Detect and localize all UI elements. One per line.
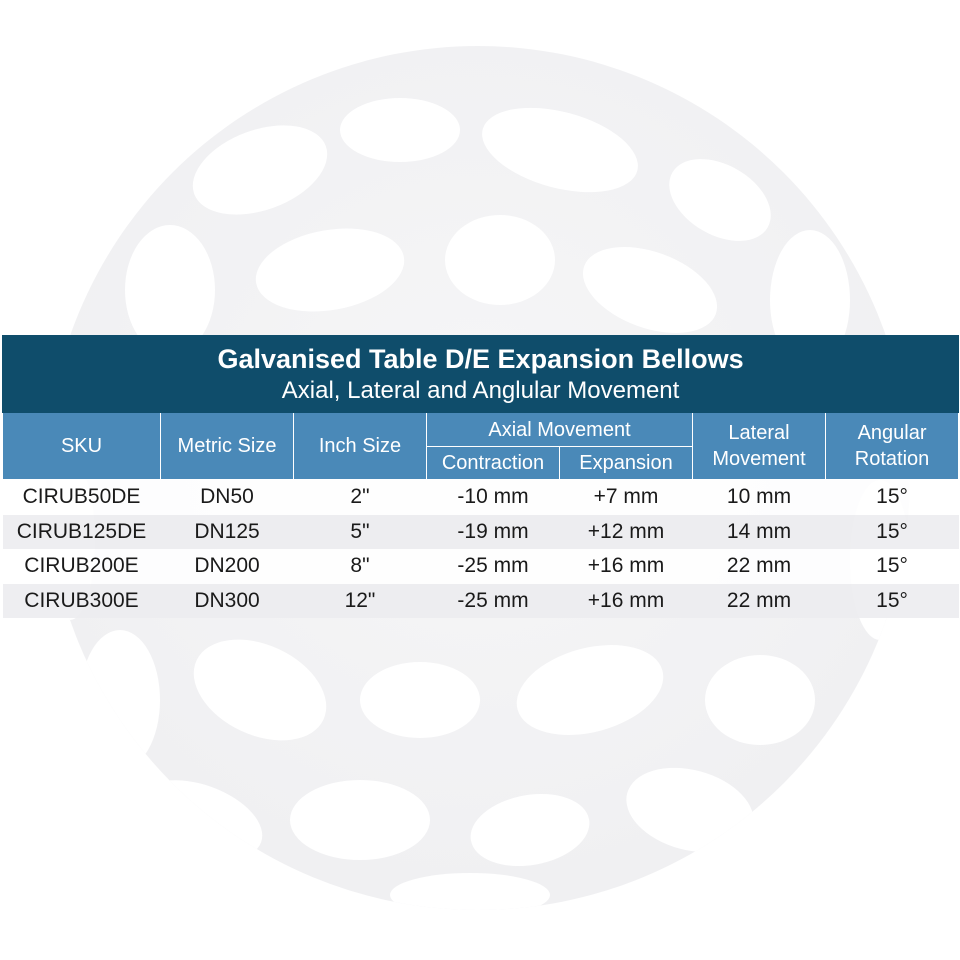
header-axial-movement: Axial Movement — [426, 412, 693, 447]
cell-contraction: -25 mm — [426, 583, 560, 618]
header-lateral-line1: Lateral — [728, 422, 790, 444]
cell-angular: 15° — [825, 549, 959, 584]
header-metric-size: Metric Size — [160, 412, 294, 480]
header-angular-rotation: Angular Rotation — [824, 412, 960, 480]
cell-metric: DN300 — [160, 583, 294, 618]
table-title-cell: Galvanised Table D/E Expansion Bellows A… — [1, 335, 960, 413]
header-contraction: Contraction — [426, 446, 560, 480]
cell-sku: CIRUB125DE — [2, 514, 161, 549]
cell-inch: 8" — [293, 549, 427, 584]
header-row-2: Contraction Expansion — [3, 446, 959, 480]
cell-lateral: 22 mm — [692, 549, 826, 584]
cell-metric: DN200 — [160, 549, 294, 584]
table-row: CIRUB200E DN200 8" -25 mm +16 mm 22 mm 1… — [2, 549, 959, 584]
cell-sku: CIRUB300E — [2, 583, 161, 618]
header-row-1: SKU Metric Size Inch Size Axial Movement… — [2, 412, 960, 480]
cell-sku: CIRUB200E — [2, 549, 161, 584]
cell-expansion: +16 mm — [559, 583, 693, 618]
header-sku: SKU — [2, 412, 161, 480]
cell-contraction: -19 mm — [426, 514, 560, 549]
header-expansion: Expansion — [559, 446, 693, 480]
cell-angular: 15° — [825, 479, 959, 515]
cell-sku: CIRUB50DE — [2, 479, 161, 515]
cell-expansion: +16 mm — [559, 549, 693, 584]
cell-lateral: 14 mm — [692, 514, 826, 549]
header-lateral-line2: Movement — [712, 448, 806, 470]
table-row: CIRUB125DE DN125 5" -19 mm +12 mm 14 mm … — [2, 514, 959, 549]
cell-metric: DN50 — [160, 479, 294, 515]
cell-inch: 2" — [293, 479, 427, 515]
cell-angular: 15° — [825, 514, 959, 549]
cell-contraction: -25 mm — [426, 549, 560, 584]
header-lateral-movement: Lateral Movement — [692, 412, 826, 480]
cell-expansion: +7 mm — [559, 479, 693, 515]
cell-contraction: -10 mm — [426, 479, 560, 515]
cell-inch: 12" — [293, 583, 427, 618]
cell-expansion: +12 mm — [559, 514, 693, 549]
table-subtitle: Axial, Lateral and Anglular Movement — [281, 377, 680, 404]
spec-table: Galvanised Table D/E Expansion Bellows A… — [1, 335, 960, 618]
cell-metric: DN125 — [160, 514, 294, 549]
header-angular-line2: Rotation — [854, 448, 930, 470]
cell-lateral: 10 mm — [692, 479, 826, 515]
cell-lateral: 22 mm — [692, 583, 826, 618]
cell-inch: 5" — [293, 514, 427, 549]
table-row: CIRUB300E DN300 12" -25 mm +16 mm 22 mm … — [2, 583, 959, 618]
header-angular-line1: Angular — [857, 422, 927, 444]
header-inch-size: Inch Size — [293, 412, 427, 480]
table-title-row: Galvanised Table D/E Expansion Bellows A… — [1, 335, 960, 413]
table-title: Galvanised Table D/E Expansion Bellows — [217, 344, 744, 374]
cell-angular: 15° — [825, 583, 959, 618]
table-row: CIRUB50DE DN50 2" -10 mm +7 mm 10 mm 15° — [2, 479, 959, 515]
